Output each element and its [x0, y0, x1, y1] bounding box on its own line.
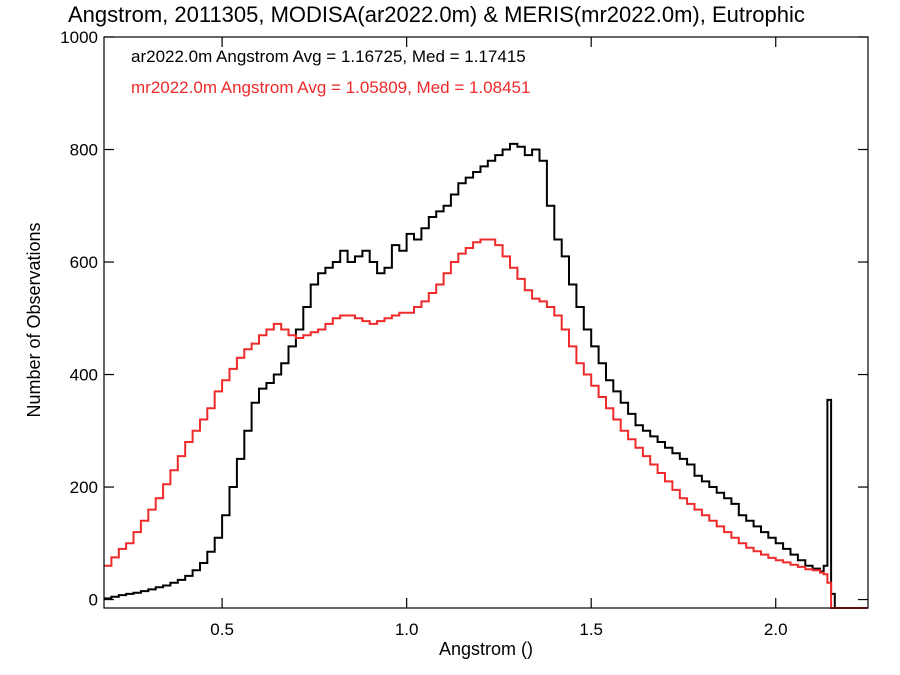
y-tick-label: 0 — [89, 591, 98, 610]
chart-title: Angstrom, 2011305, MODISA(ar2022.0m) & M… — [68, 2, 805, 27]
series-line-ar2022.0m — [104, 142, 868, 609]
y-tick-label: 1000 — [60, 28, 98, 47]
x-axis-ticks: 0.5 1.0 1.5 2.0 — [210, 37, 788, 639]
legend-entry-ar2022: ar2022.0m Angstrom Avg = 1.16725, Med = … — [131, 47, 526, 66]
x-axis-label: Angstrom () — [439, 639, 533, 659]
series-line-mr2022.0m — [104, 238, 868, 609]
y-tick-label: 800 — [70, 141, 98, 160]
y-tick-label: 400 — [70, 366, 98, 385]
x-tick-label: 1.0 — [395, 620, 419, 639]
series-layer — [104, 142, 868, 609]
y-axis-label: Number of Observations — [24, 222, 44, 417]
legend-entry-mr2022: mr2022.0m Angstrom Avg = 1.05809, Med = … — [131, 78, 530, 97]
plot-frame — [103, 36, 869, 609]
x-tick-label: 1.5 — [579, 620, 603, 639]
x-tick-label: 2.0 — [764, 620, 788, 639]
y-tick-label: 200 — [70, 478, 98, 497]
y-axis-ticks: 0 200 400 600 800 1000 — [60, 28, 868, 610]
x-tick-label: 0.5 — [210, 620, 234, 639]
y-tick-label: 600 — [70, 253, 98, 272]
